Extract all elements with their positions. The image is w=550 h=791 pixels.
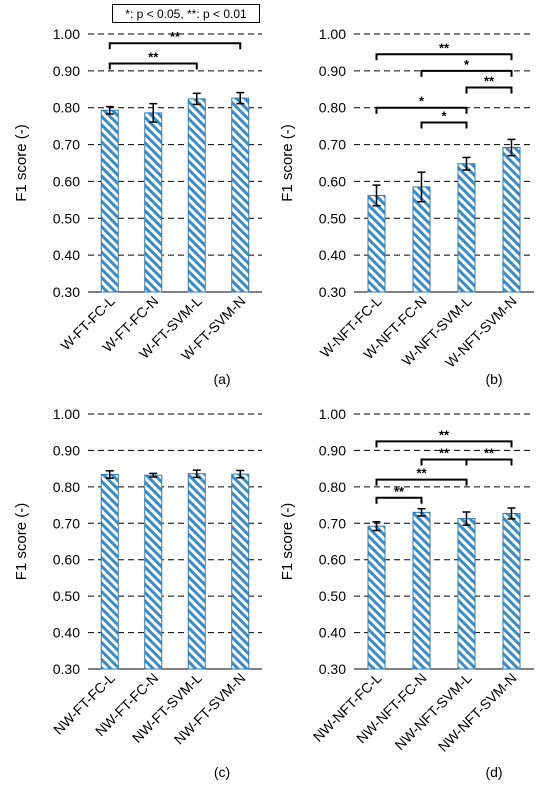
bar [412,186,431,293]
y-tick-label: 0.80 [319,100,346,116]
bar [231,473,250,670]
panel-label: (d) [485,764,502,780]
y-tick-label: 0.50 [319,210,346,226]
significance-marker: ** [439,427,450,442]
y-tick-label: 0.60 [53,552,80,568]
y-tick-label: 0.90 [319,442,346,458]
y-tick-label: 0.80 [53,479,80,495]
y-tick-label: 1.00 [53,26,80,42]
y-tick-label: 0.40 [319,625,346,641]
panel-label: (c) [214,764,230,780]
bar [100,109,119,293]
y-tick-label: 0.70 [319,137,346,153]
significance-bracket [375,53,513,61]
significance-marker: ** [439,446,450,461]
bar [502,147,521,293]
significance-legend: *: p < 0.05, **: p < 0.01 [112,4,260,23]
y-axis-label: F1 score (-) [13,124,30,202]
significance-bracket [375,106,468,114]
chart-panel-1: 0.30 0.40 0.50 0.60 0.70 0.80 0.90 1.00 F1 score… [279,26,534,387]
bar [231,97,250,293]
y-tick-label: 0.30 [53,284,80,300]
significance-bracket [465,458,513,466]
y-tick-label: 0.30 [319,661,346,677]
significance-bracket [375,440,513,448]
significance-bracket [375,478,468,486]
category-label: NW-NFT-SVM-L [391,670,474,753]
y-tick-label: 0.90 [53,63,80,79]
significance-bracket [375,496,423,504]
y-tick-label: 0.60 [53,173,80,189]
chart-panel-0: 0.30 0.40 0.50 0.60 0.70 0.80 0.90 1.00 F1 score… [13,26,262,387]
bar [367,194,386,293]
y-tick-label: 0.50 [319,588,346,604]
significance-marker: * [441,108,447,123]
bar [457,163,476,293]
panel-label: (a) [213,371,230,387]
panel-label: (b) [485,371,502,387]
significance-bracket [465,86,513,94]
significance-marker: ** [416,466,427,481]
y-tick-label: 0.70 [53,515,80,531]
significance-bracket [420,69,513,77]
y-axis-label: F1 score (-) [13,503,30,581]
y-tick-label: 0.70 [53,137,80,153]
significance-marker: ** [394,484,405,499]
y-tick-label: 0.40 [53,247,80,263]
y-tick-label: 0.60 [319,173,346,189]
significance-marker: ** [484,446,495,461]
y-tick-label: 0.80 [53,100,80,116]
bar [187,473,206,670]
significance-marker: * [464,57,470,72]
bar [144,474,163,670]
y-tick-label: 0.90 [319,63,346,79]
bar [187,98,206,293]
significance-bracket [108,62,198,70]
y-tick-label: 0.80 [319,479,346,495]
significance-marker: ** [170,29,181,44]
y-tick-label: 1.00 [319,406,346,422]
significance-marker: ** [148,49,159,64]
y-tick-label: 0.50 [53,588,80,604]
bar [457,518,476,670]
significance-marker: ** [484,73,495,88]
y-tick-label: 0.50 [53,210,80,226]
bar [100,473,119,670]
significance-bracket [108,42,242,50]
y-tick-label: 0.90 [53,442,80,458]
y-tick-label: 1.00 [319,26,346,42]
y-tick-label: 0.30 [319,284,346,300]
y-tick-label: 0.40 [319,247,346,263]
chart-panel-2: 0.30 0.40 0.50 0.60 0.70 0.80 0.90 1.00 F1 score… [13,406,262,780]
category-label: NW-NFT-SVM-N [435,670,520,755]
significance-marker: * [419,94,425,109]
significance-marker: ** [439,40,450,55]
significance-bracket [420,121,468,129]
bar [144,112,163,293]
y-tick-label: 0.60 [319,552,346,568]
y-tick-label: 0.70 [319,515,346,531]
y-tick-label: 0.30 [53,661,80,677]
bar [412,511,431,670]
bar [502,512,521,670]
bar [367,525,386,670]
chart-panel-3: 0.30 0.40 0.50 0.60 0.70 0.80 0.90 1.00 F1 score… [279,406,534,780]
y-tick-label: 1.00 [53,406,80,422]
y-axis-label: F1 score (-) [279,503,296,581]
y-tick-label: 0.40 [53,625,80,641]
y-axis-label: F1 score (-) [279,124,296,202]
